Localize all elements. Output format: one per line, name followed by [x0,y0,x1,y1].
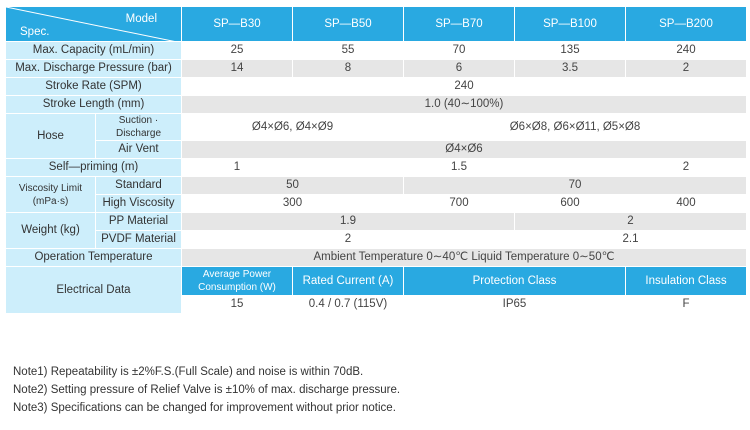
row-label: Stroke Rate (SPM) [5,77,182,96]
table-cell: 2 [625,158,747,177]
table-cell: 2.1 [514,230,747,249]
note-item: Note3) Specifications can be changed for… [13,402,396,414]
viscosity-high-row: High Viscosity 300 700 600 400 [6,194,747,213]
row-label: Weight (kg) [5,212,96,249]
table-cell: 70 [403,41,515,60]
weight-pp-row: Weight (kg) PP Material 1.9 2 [5,212,747,249]
table-cell: 135 [514,41,626,60]
table-cell: 240 [181,77,747,96]
table-cell: F [625,295,747,314]
table-cell: 3.5 [514,59,626,78]
diagonal-line [6,7,173,41]
model-header: SP—B50 [292,6,404,42]
stroke-rate-row: Stroke Rate (SPM) 240 [5,77,747,96]
row-label: Viscosity Limit (mPa·s) [5,176,96,213]
model-header: SP—B100 [514,6,626,42]
notes: Note1) Repeatability is ±2%F.S.(Full Sca… [13,363,400,417]
table-cell: Ø4×Ø6, Ø4×Ø9 [181,113,404,141]
spec-table: Model Spec. SP—B30 SP—B50 SP—B70 SP—B100… [5,6,747,314]
row-label: Max. Discharge Pressure (bar) [5,59,182,78]
sub-label: Air Vent [95,140,182,159]
electrical-header: Rated Current (A) [292,266,404,296]
row-label: Electrical Data [5,266,182,314]
table-cell: 55 [292,41,404,60]
sub-label: High Viscosity [95,194,182,213]
model-header: SP—B30 [181,6,293,42]
electrical-header: Average Power Consumption (W) [181,266,293,296]
table-cell: 240 [625,41,747,60]
sub-label: PVDF Material [95,230,182,249]
table-cell: 1.5 [292,158,626,177]
electrical-header: Protection Class [403,266,626,296]
row-label: Hose [5,113,96,159]
table-cell: 8 [292,59,404,78]
note-item: Note1) Repeatability is ±2%F.S.(Full Sca… [13,366,364,378]
table-cell: 2 [514,212,747,231]
electrical-values-row: 15 0.4 / 0.7 (115V) IP65 F [6,295,747,314]
table-cell: Ambient Temperature 0∼40℃ Liquid Tempera… [181,248,747,267]
model-spec-corner: Model Spec. [5,6,182,42]
table-cell: 14 [181,59,293,78]
model-header: SP—B70 [403,6,515,42]
capacity-row: Max. Capacity (mL/min) 25 55 70 135 240 [5,41,747,60]
self-priming-row: Self—priming (m) 1 1.5 2 [5,158,747,177]
table-cell: 600 [514,194,626,213]
hose-suction-row: Hose Suction · Discharge Ø4×Ø6, Ø4×Ø9 Ø6… [5,113,747,159]
table-cell: 1 [181,158,293,177]
table-cell: 2 [625,59,747,78]
viscosity-standard-row: Viscosity Limit (mPa·s) Standard 50 70 [5,176,747,213]
row-label: Max. Capacity (mL/min) [5,41,182,60]
pressure-row: Max. Discharge Pressure (bar) 14 8 6 3.5… [5,59,747,78]
sub-label: PP Material [95,212,182,231]
table-cell: IP65 [403,295,626,314]
header-row: Model Spec. SP—B30 SP—B50 SP—B70 SP—B100… [5,6,747,42]
stroke-length-row: Stroke Length (mm) 1.0 (40∼100%) [5,95,747,114]
table-cell: 70 [403,176,747,195]
table-cell: 400 [625,194,747,213]
table-cell: 25 [181,41,293,60]
row-label: Stroke Length (mm) [5,95,182,114]
table-cell: 700 [403,194,515,213]
model-label: Model [125,13,157,25]
row-label: Self—priming (m) [5,158,182,177]
table-cell: 1.0 (40∼100%) [181,95,747,114]
table-cell: 6 [403,59,515,78]
table-cell: 15 [181,295,293,314]
row-label: Operation Temperature [5,248,182,267]
table-cell: 1.9 [181,212,515,231]
table-cell: 300 [181,194,404,213]
spec-label: Spec. [20,26,50,38]
table-cell: 2 [181,230,515,249]
hose-vent-row: Air Vent Ø4×Ø6 [6,140,747,159]
operation-temp-row: Operation Temperature Ambient Temperatur… [5,248,747,267]
sub-label: Standard [95,176,182,195]
table-cell: Ø6×Ø8, Ø6×Ø11, Ø5×Ø8 [403,113,747,141]
electrical-header: Insulation Class [625,266,747,296]
weight-pvdf-row: PVDF Material 2 2.1 [6,230,747,249]
model-header: SP—B200 [625,6,747,42]
note-item: Note2) Setting pressure of Relief Valve … [13,384,401,396]
table-cell: 50 [181,176,404,195]
sub-label: Suction · Discharge [95,113,182,141]
table-cell: Ø4×Ø6 [181,140,747,159]
table-cell: 0.4 / 0.7 (115V) [292,295,404,314]
electrical-header-row: Electrical Data Average Power Consumptio… [5,266,747,314]
